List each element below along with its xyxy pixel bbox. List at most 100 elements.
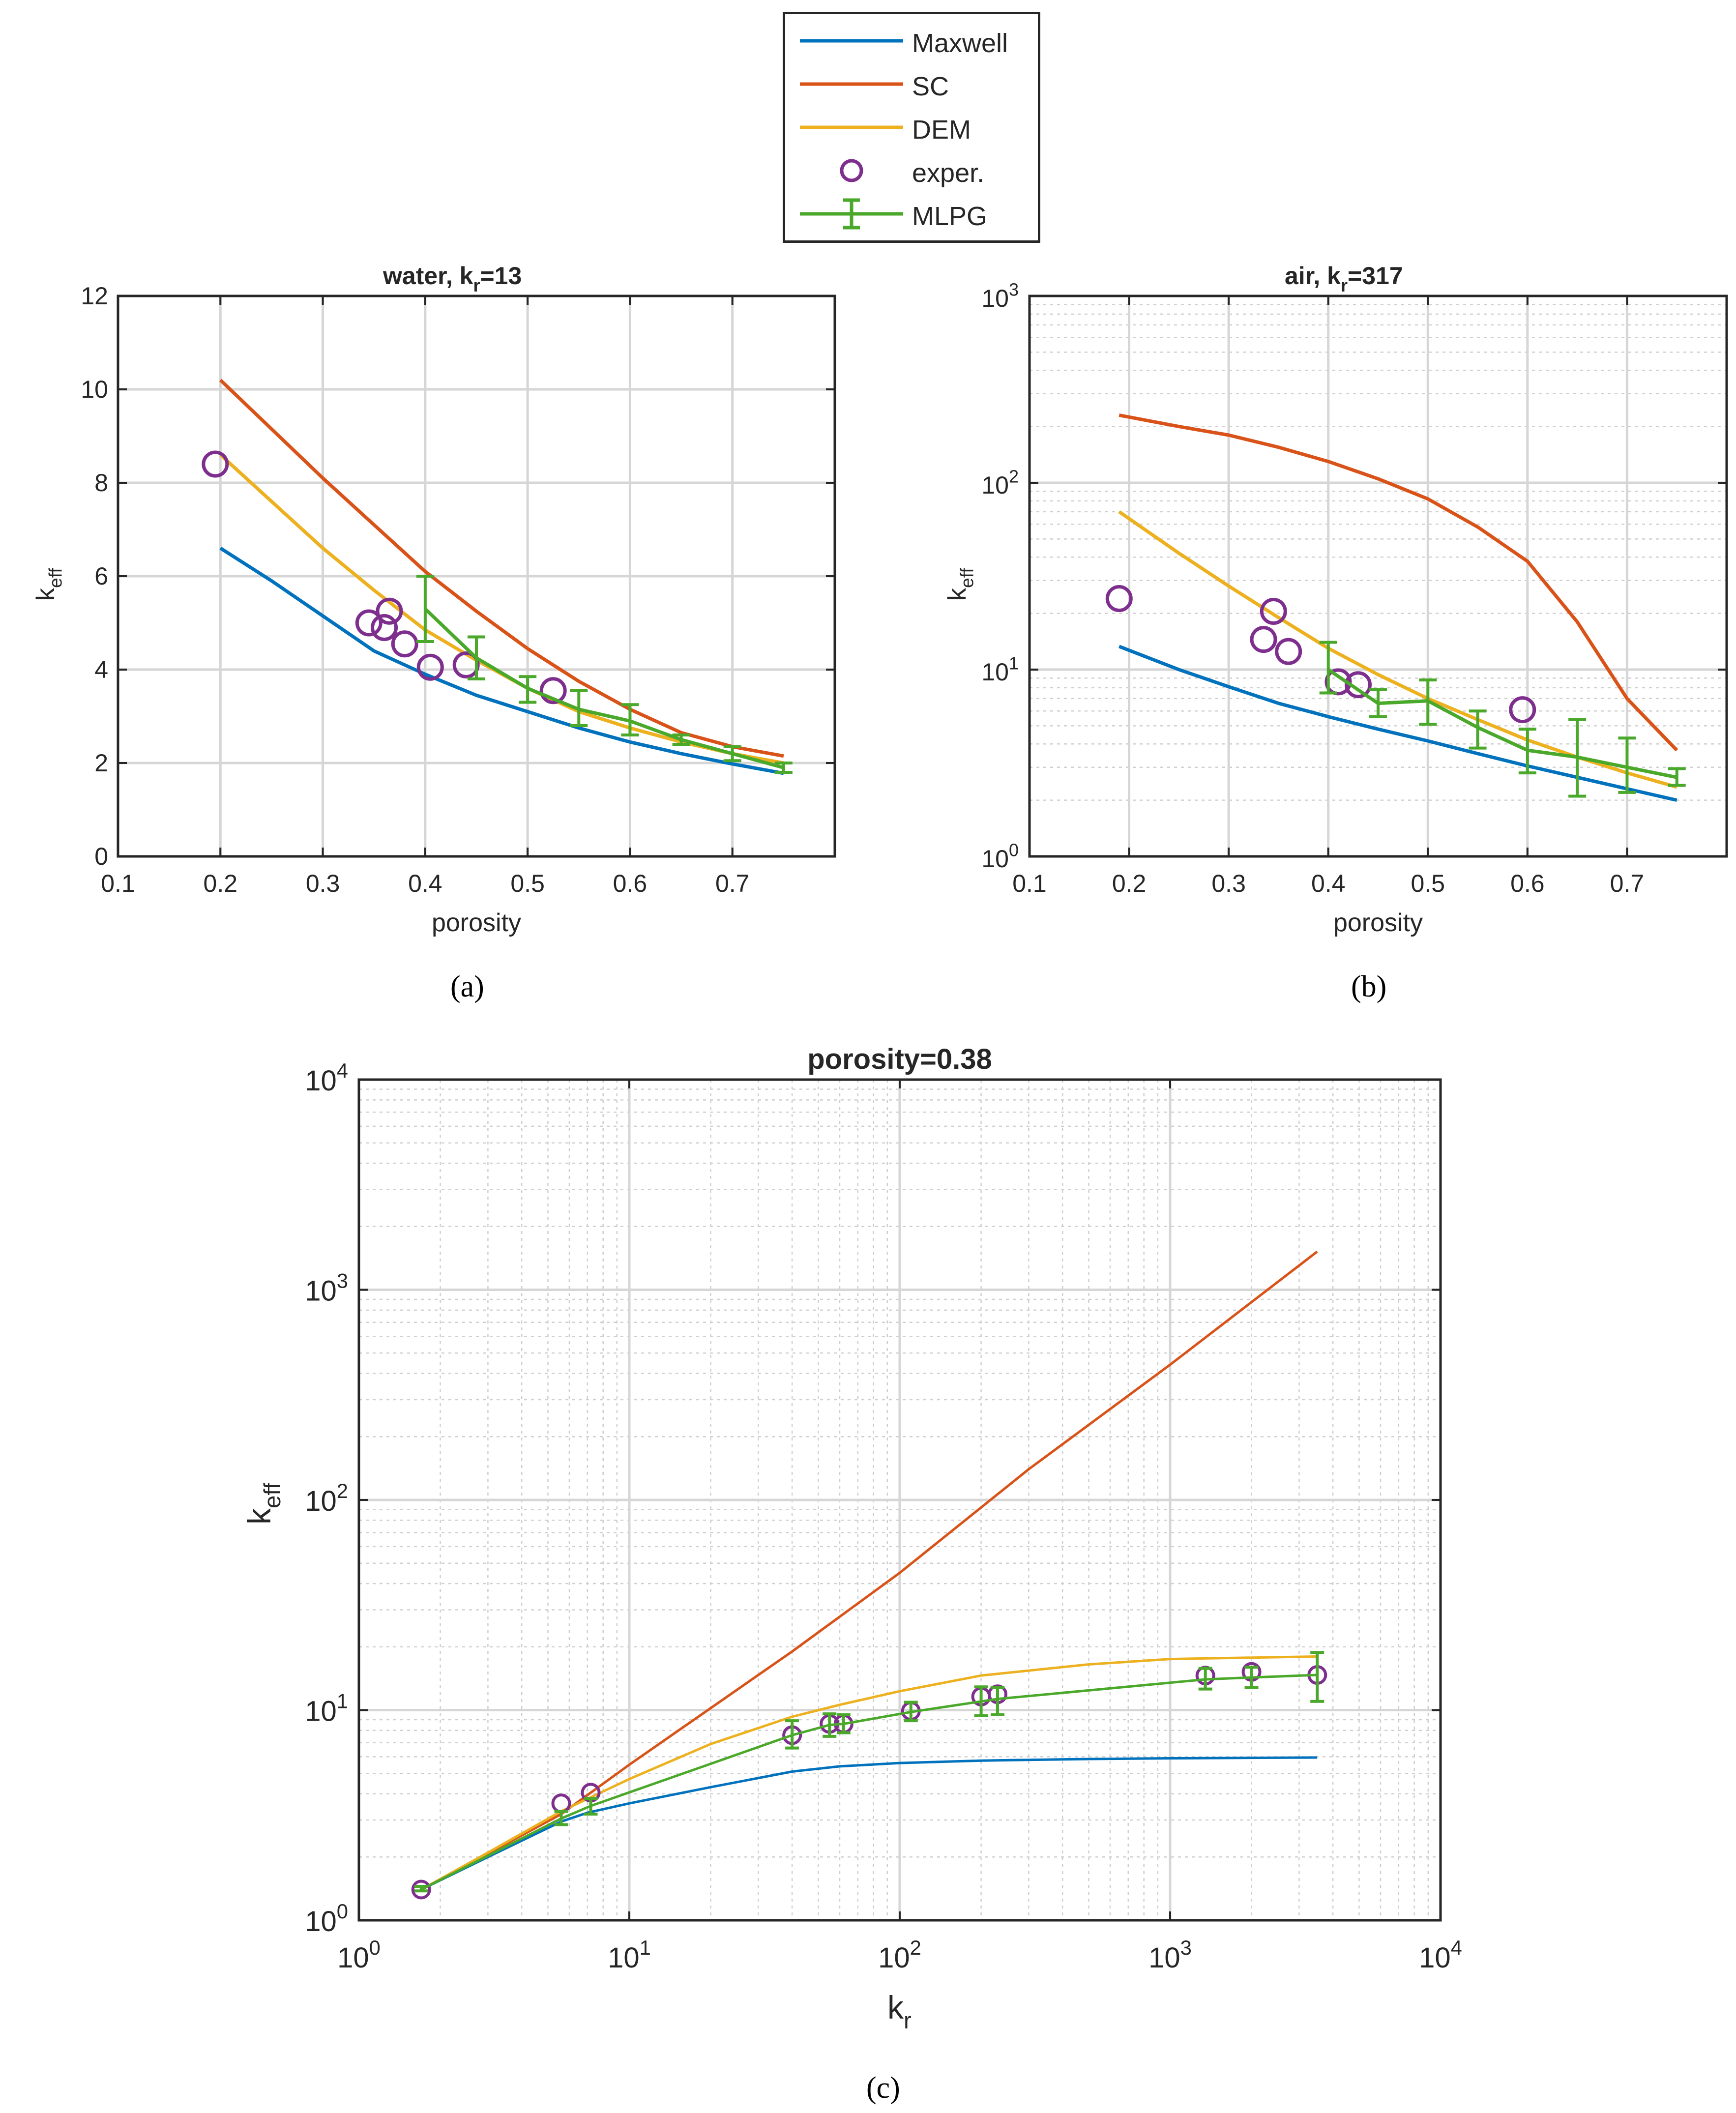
legend-label-sc: SC bbox=[912, 72, 949, 101]
mlpg-errorbar-b bbox=[1618, 736, 1636, 794]
legend-item-sc: SC bbox=[785, 62, 1038, 106]
panel-label-b: (b) bbox=[1351, 970, 1387, 1003]
exper-point-a bbox=[202, 450, 229, 478]
maxwell-line-b bbox=[1118, 645, 1677, 802]
mlpg-line-b bbox=[1327, 668, 1677, 779]
y-axis-label-a: keff bbox=[31, 567, 66, 601]
x-tick-label: 0.5 bbox=[510, 870, 545, 897]
chart-title-b: air, kr=317 bbox=[1285, 262, 1403, 295]
mlpg-errorbar-b bbox=[1419, 678, 1437, 726]
legend: Maxwell SC DEM exper. MLPG bbox=[783, 12, 1040, 243]
exper-point-a bbox=[355, 609, 383, 637]
maxwell-line-a bbox=[219, 547, 784, 775]
y-tick-label: 2 bbox=[94, 749, 108, 777]
y-tick-label: 100 bbox=[305, 1900, 348, 1937]
dem-line-c bbox=[420, 1655, 1318, 1891]
mlpg-errorbar-c bbox=[1244, 1666, 1259, 1689]
y-tick-label: 100 bbox=[981, 840, 1019, 873]
x-tick-label: 0.7 bbox=[715, 870, 750, 897]
x-axis-label-c: kr bbox=[887, 1989, 912, 2034]
mlpg-errorbar-a bbox=[774, 762, 793, 774]
x-tick-label: 104 bbox=[1419, 1936, 1462, 1974]
legend-item-maxwell: Maxwell bbox=[785, 19, 1038, 62]
chart-title-a: water, kr=13 bbox=[383, 262, 522, 295]
legend-label-dem: DEM bbox=[912, 115, 971, 145]
x-tick-label: 0.2 bbox=[1112, 870, 1147, 897]
exper-point-b bbox=[1344, 671, 1372, 699]
y-tick-label: 12 bbox=[81, 282, 108, 310]
series-group-c bbox=[411, 1250, 1327, 1900]
x-tick-label: 0.3 bbox=[306, 870, 340, 897]
x-tick-label: 0.1 bbox=[101, 870, 135, 897]
chart-b: 0.1 0.2 0.3 0.4 0.5 0.6 0.7 100 101 102 103 air, kr… bbox=[943, 262, 1728, 937]
series-group-b bbox=[1105, 413, 1686, 802]
x-tick-label: 0.3 bbox=[1211, 870, 1246, 897]
ticks-c: 100 101 102 103 104 100 101 102 103 104 bbox=[305, 1059, 1462, 1974]
sc-line-b bbox=[1118, 413, 1678, 752]
legend-label-exper: exper. bbox=[912, 158, 985, 188]
y-tick-label: 102 bbox=[305, 1479, 348, 1517]
mlpg-errorbar-c bbox=[990, 1686, 1004, 1717]
y-tick-label: 103 bbox=[981, 280, 1019, 313]
exper-point-b bbox=[1275, 638, 1302, 665]
exper-point-a bbox=[371, 614, 398, 641]
mlpg-errorbar-b bbox=[1469, 709, 1487, 750]
legend-swatch-mlpg bbox=[800, 198, 903, 230]
x-tick-label: 0.4 bbox=[1311, 870, 1346, 897]
legend-swatch-maxwell bbox=[800, 39, 903, 43]
mlpg-errorbar-a bbox=[468, 635, 485, 680]
x-axis-label-a: porosity bbox=[432, 909, 521, 937]
y-tick-label: 8 bbox=[94, 469, 108, 497]
exper-point-a bbox=[391, 630, 418, 658]
legend-swatch-dem bbox=[800, 125, 903, 129]
y-tick-label: 101 bbox=[981, 653, 1019, 686]
exper-point-b bbox=[1509, 696, 1536, 724]
exper-point-b bbox=[1260, 598, 1287, 625]
panel-label-c: (c) bbox=[866, 2071, 900, 2105]
mlpg-errorbar-b bbox=[1319, 641, 1337, 695]
mlpg-line-a bbox=[424, 607, 784, 769]
mlpg-errorbar-c bbox=[974, 1685, 988, 1717]
y-tick-label: 104 bbox=[305, 1059, 348, 1097]
x-tick-label: 103 bbox=[1148, 1936, 1192, 1974]
exper-point-a bbox=[376, 597, 403, 625]
legend-swatch-exper bbox=[840, 159, 863, 182]
y-tick-label: 101 bbox=[305, 1689, 348, 1727]
y-tick-label: 10 bbox=[81, 376, 108, 403]
exper-point-c bbox=[411, 1879, 431, 1900]
mlpg-errorbar-c bbox=[584, 1797, 598, 1816]
mlpg-errorbar-c bbox=[554, 1810, 568, 1826]
legend-label-mlpg: MLPG bbox=[912, 202, 988, 231]
mlpg-errorbar-b bbox=[1668, 767, 1686, 787]
mlpg-errorbar-a bbox=[416, 575, 434, 643]
y-axis-label-c: keff bbox=[241, 1482, 286, 1525]
x-tick-label: 0.6 bbox=[613, 870, 647, 897]
series-group-a bbox=[202, 379, 793, 775]
exper-point-b bbox=[1250, 626, 1277, 653]
x-tick-label: 0.1 bbox=[1012, 870, 1047, 897]
mlpg-errorbar-b bbox=[1568, 718, 1587, 798]
mlpg-errorbar-b bbox=[1518, 728, 1536, 775]
x-tick-label: 0.2 bbox=[204, 870, 238, 897]
mlpg-errorbar-c bbox=[414, 1885, 428, 1893]
x-tick-label: 100 bbox=[337, 1936, 381, 1974]
panel-label-a: (a) bbox=[450, 970, 484, 1003]
chart-title-c: porosity=0.38 bbox=[807, 1043, 992, 1075]
y-tick-label: 4 bbox=[94, 656, 108, 683]
y-axis-label-b: keff bbox=[943, 567, 977, 601]
x-tick-label: 0.5 bbox=[1411, 870, 1445, 897]
chart-a: 0.1 0.2 0.3 0.4 0.5 0.6 0.7 0 2 4 6 8 10 12 water, kr=… bbox=[31, 262, 836, 937]
mlpg-errorbar-c bbox=[904, 1701, 918, 1723]
mlpg-errorbar-c bbox=[836, 1713, 851, 1734]
x-tick-label: 102 bbox=[878, 1936, 921, 1974]
x-tick-label: 0.6 bbox=[1510, 870, 1545, 897]
mlpg-line-c bbox=[420, 1673, 1318, 1891]
x-tick-label: 0.7 bbox=[1610, 870, 1645, 897]
legend-swatch-sc bbox=[800, 82, 903, 86]
ticks-a: 0.1 0.2 0.3 0.4 0.5 0.6 0.7 0 2 4 6 8 10 12 bbox=[81, 282, 835, 897]
mlpg-errorbar-c bbox=[823, 1712, 837, 1738]
legend-label-maxwell: Maxwell bbox=[912, 29, 1008, 58]
exper-point-a bbox=[452, 651, 480, 678]
chart-c: 100 101 102 103 104 100 101 102 103 104 porosity=0… bbox=[241, 1043, 1462, 2034]
